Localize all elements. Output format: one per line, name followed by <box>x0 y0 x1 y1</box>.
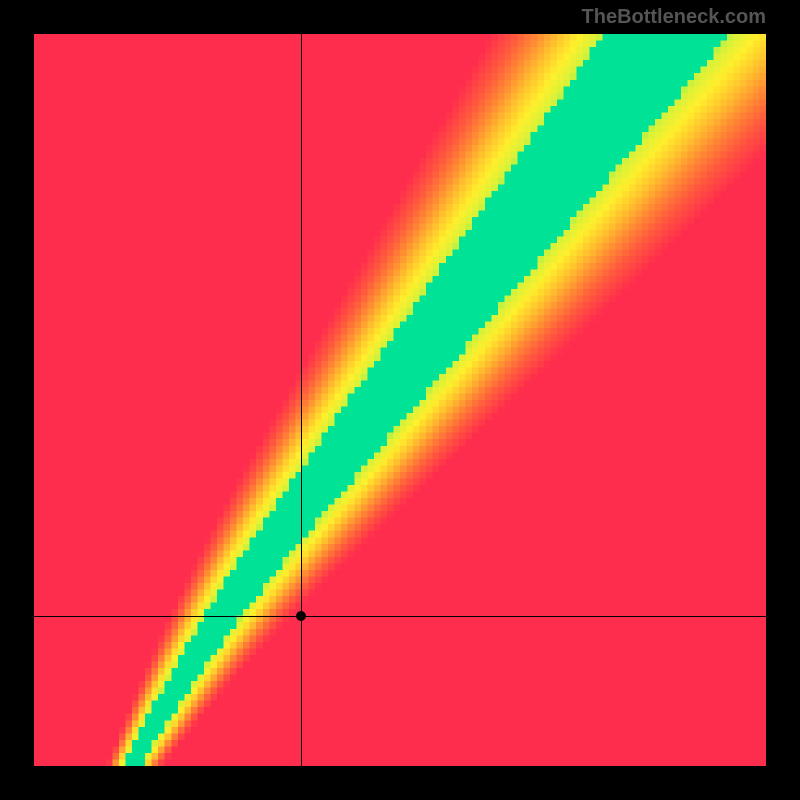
watermark-text: TheBottleneck.com <box>582 6 766 29</box>
chart-container: TheBottleneck.com <box>0 0 800 800</box>
crosshair-horizontal <box>34 616 766 617</box>
heatmap-canvas <box>34 34 766 766</box>
crosshair-marker <box>296 611 306 621</box>
plot-area <box>34 34 766 766</box>
crosshair-vertical <box>301 34 302 766</box>
